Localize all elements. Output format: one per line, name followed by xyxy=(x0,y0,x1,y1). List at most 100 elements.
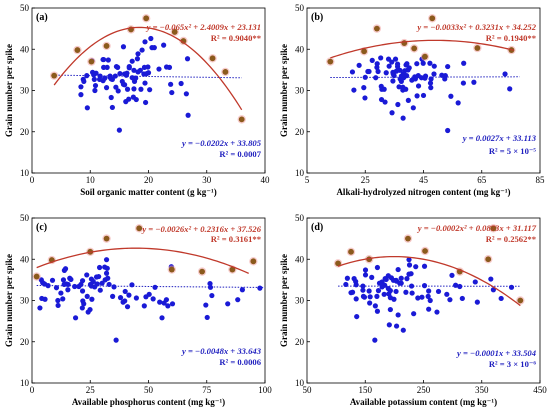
data-point xyxy=(183,91,189,97)
data-point xyxy=(427,60,433,66)
data-point xyxy=(203,302,209,308)
data-point xyxy=(142,99,149,106)
highlight-point xyxy=(238,116,245,123)
highlight-point xyxy=(103,235,110,242)
panel-label: (b) xyxy=(311,12,323,23)
data-point xyxy=(390,78,396,84)
data-point xyxy=(79,288,86,294)
data-point xyxy=(361,294,368,300)
data-point xyxy=(134,56,141,62)
y-tick-label: 20 xyxy=(20,337,30,347)
data-point xyxy=(421,263,428,269)
data-point xyxy=(156,66,162,72)
data-point xyxy=(84,293,90,299)
y-tick-label: 10 xyxy=(295,378,305,388)
data-point xyxy=(81,301,87,307)
data-point xyxy=(421,283,428,289)
y-tick-label: 10 xyxy=(20,168,30,178)
data-point xyxy=(386,63,392,69)
data-point xyxy=(449,272,455,278)
data-point xyxy=(84,73,90,79)
data-point xyxy=(72,283,78,290)
data-point xyxy=(141,303,147,309)
highlight-point xyxy=(374,25,380,32)
data-point xyxy=(387,288,393,294)
data-point xyxy=(168,81,174,87)
data-point xyxy=(178,80,184,87)
data-point xyxy=(453,282,459,288)
quadratic-fit-curve xyxy=(337,255,521,307)
data-point xyxy=(68,276,74,283)
highlight-point xyxy=(422,248,428,254)
data-point xyxy=(406,65,412,71)
data-point xyxy=(103,85,110,91)
data-point xyxy=(78,92,84,98)
data-point xyxy=(396,84,402,90)
data-point xyxy=(362,267,369,273)
x-tick-label: 450 xyxy=(533,385,547,395)
data-point xyxy=(235,297,241,303)
data-point xyxy=(508,284,515,290)
data-point xyxy=(383,70,389,76)
data-point xyxy=(49,277,56,283)
data-point xyxy=(381,291,387,297)
y-axis-title: Grain number per spike xyxy=(279,44,289,137)
linear-fit-equation: y = −0.0001x + 33.504 xyxy=(456,348,537,358)
data-point xyxy=(374,264,381,271)
data-point xyxy=(96,273,102,280)
y-tick-label: 30 xyxy=(20,296,30,306)
data-point xyxy=(351,87,357,93)
highlight-point xyxy=(51,72,58,79)
quadratic-fit-equation: y = −0.0026x² + 0.2316x + 37.526 xyxy=(141,224,261,234)
data-point xyxy=(457,283,463,290)
data-point xyxy=(120,44,127,50)
data-point xyxy=(425,293,431,299)
data-point xyxy=(403,289,409,295)
data-point xyxy=(60,296,66,302)
data-point xyxy=(374,64,380,70)
x-tick-label: 30 xyxy=(202,175,212,185)
quadratic-fit-curve xyxy=(330,39,514,59)
y-tick-label: 20 xyxy=(295,127,305,137)
data-point xyxy=(362,74,368,80)
data-point xyxy=(375,288,382,294)
data-point xyxy=(386,322,392,328)
x-tick-label: 40 xyxy=(261,175,271,185)
data-point xyxy=(431,71,437,77)
data-point xyxy=(375,68,381,75)
data-point xyxy=(151,45,157,51)
data-point xyxy=(374,293,380,299)
x-tick-label: 150 xyxy=(359,385,373,395)
x-tick-label: 50 xyxy=(144,385,154,395)
data-point xyxy=(91,76,97,82)
x-tick-label: 350 xyxy=(475,385,489,395)
data-point xyxy=(343,281,349,288)
data-point xyxy=(362,95,368,101)
data-point xyxy=(45,283,51,289)
data-point xyxy=(394,61,401,67)
highlight-point xyxy=(222,69,229,75)
quadratic-fit-equation: y = −0.0002x² + 0.0873x + 31.117 xyxy=(417,223,537,233)
y-tick-label: 30 xyxy=(295,86,305,96)
y-axis-title: Grain number per spike xyxy=(4,44,14,137)
x-tick-label: 75 xyxy=(202,385,212,395)
y-tick-label: 40 xyxy=(20,254,30,264)
data-point xyxy=(122,82,128,88)
data-point xyxy=(97,73,103,79)
data-point xyxy=(369,274,375,280)
data-point xyxy=(126,96,132,102)
data-point xyxy=(93,70,99,76)
data-point xyxy=(145,70,152,76)
data-point xyxy=(445,63,451,70)
data-point xyxy=(139,47,145,53)
data-point xyxy=(404,276,410,282)
data-point xyxy=(133,96,139,103)
data-point xyxy=(166,64,173,70)
quadratic-fit-equation: y = −0.0033x² + 0.3231x + 34.252 xyxy=(416,22,536,32)
y-tick-label: 30 xyxy=(295,296,305,306)
chart-panel-2: 5 25 45 65 85 10 20 30 40 50 Alkali-hydrolyzed nit… xyxy=(279,3,545,197)
data-point xyxy=(148,35,154,42)
data-point xyxy=(124,70,130,76)
data-point xyxy=(106,281,112,288)
data-point xyxy=(207,284,214,290)
